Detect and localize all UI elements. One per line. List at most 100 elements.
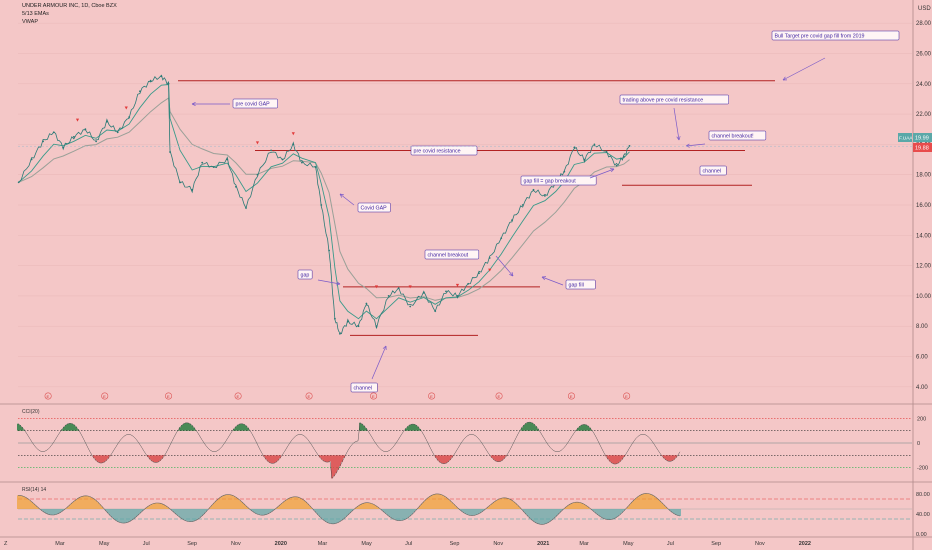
price-point [235,185,237,188]
price-tick-label: 26.00 [916,51,932,57]
timeframe-label: Z [4,541,8,547]
symbol-tag-box [898,133,912,142]
price-point [532,188,535,191]
price-point [95,140,97,143]
cci-label: CCI(20) [22,409,40,415]
price-tick-label: 18.00 [916,173,932,179]
sell-marker [374,285,379,289]
price-point [116,131,119,134]
price-point [563,170,566,173]
time-tick-label: Sep [711,541,721,547]
price-point [445,290,447,293]
price-point [314,166,317,169]
ema-fast-line [18,84,630,320]
time-tick-label: May [99,541,110,547]
price-point [191,188,194,191]
annotation-arrow [495,255,514,277]
cci-tick-label: 0 [917,441,920,447]
time-tick-label: 2020 [275,541,287,547]
pre-covid-gap-label: pre covid GAP [236,101,271,107]
price-point [292,143,295,146]
price-tick-label: 14.00 [916,233,932,239]
earnings-marker [165,392,173,400]
price-point [478,272,480,275]
earnings-marker-label: E [236,394,239,399]
price-point [544,195,546,197]
rsi-tick-label: 80.00 [916,492,930,498]
earnings-marker [234,392,242,400]
sell-marker [455,283,460,287]
time-tick-label: Jul [667,541,674,547]
channel-breakout-mid-label-box [424,249,480,260]
channel-breakout-top-label: channel breakout! [712,133,754,139]
annotation-arrow [541,276,564,286]
price-point [615,164,618,167]
rsi-tick-label: 40.00 [916,512,930,518]
price-point [397,287,400,290]
sell-marker [408,285,412,289]
sell-marker [291,132,295,136]
price-point [622,155,625,158]
time-tick-label: Mar [318,541,328,547]
symbol-tag: F.UAA [899,136,913,142]
earnings-marker-label: E [497,394,500,399]
price-tick-label: 28.00 [916,21,932,27]
price-point [30,158,33,161]
time-tick-label: Mar [55,541,65,547]
price-point [339,332,341,335]
price-point [328,249,330,252]
channel-bottom-label: channel [354,385,373,391]
symbol-title: UNDER ARMOUR INC, 1D, Cboe BZX [22,3,117,9]
price-point [387,295,390,297]
earnings-marker [305,392,313,400]
sell-marker [124,106,128,110]
cci-tick-label: -200 [917,466,928,472]
price-point [73,135,75,138]
price-point [409,305,412,308]
price-point [320,204,323,206]
annotation-arrowhead [676,136,681,141]
price-point [456,295,459,297]
earnings-marker-label: E [372,394,375,399]
earnings-marker-label: E [307,394,310,399]
time-tick-label: Mar [579,541,589,547]
price-point [226,158,229,161]
earnings-marker [567,392,575,400]
annotation-arrow [371,345,387,380]
price-point [593,143,596,146]
bull-target-label-box [771,30,900,41]
price-point [521,204,524,206]
price-point [42,140,44,143]
annotation-arrowhead [509,272,514,277]
earnings-marker [623,392,631,400]
trading-above-label-box [619,94,729,105]
annotation-arrow [589,168,615,179]
price-tick-label: 8.00 [916,324,928,330]
earnings-marker-label: E [47,394,50,399]
price-point [605,151,608,153]
time-tick-label: May [361,541,372,547]
sell-marker [488,268,492,272]
time-tick-label: 2022 [799,541,811,547]
price-point [467,282,470,285]
price-point [357,325,360,328]
covid-gap-label-box [357,202,391,213]
last-price-tag-box [913,143,932,152]
annotation-arrow [339,193,355,206]
gap-fill-label: gap fill [569,282,584,288]
price-point [434,310,437,312]
price-point [628,145,631,147]
price-point [281,158,284,161]
channel-breakout-top-label-box [708,130,767,141]
time-tick-label: Nov [755,541,765,547]
earnings-marker-label: E [167,394,170,399]
rsi-line [18,493,681,525]
earnings-marker [101,392,109,400]
price-point [52,131,55,134]
price-point [62,146,65,149]
price-tick-label: 24.00 [916,82,932,88]
ema-legend: 5/13 EMAs [22,11,49,17]
price-point [245,207,247,209]
